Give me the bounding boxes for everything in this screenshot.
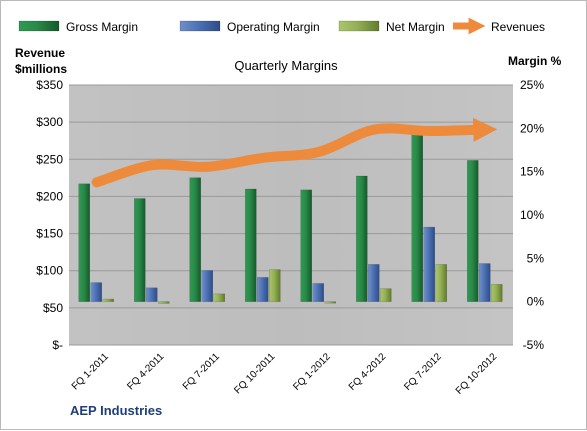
legend-label: Revenues: [491, 20, 545, 34]
legend: Gross Margin Operating Margin Net Margin Re…: [18, 17, 545, 35]
left-tick-label: $100: [36, 264, 63, 278]
x-tick-label: FQ 7-2012: [402, 351, 444, 393]
net-margin-bar: [491, 284, 503, 302]
operating-margin-bar: [201, 270, 213, 302]
net-margin-bar: [269, 269, 281, 302]
operating-margin-bar: [479, 263, 491, 302]
operating-margin-bar: [312, 283, 324, 302]
right-tick-label: 0%: [527, 295, 545, 309]
gross-margin-bar: [245, 188, 257, 302]
left-tick-label: $200: [36, 189, 63, 203]
footer-company: AEP Industries: [70, 403, 162, 418]
right-tick-label: 10%: [520, 208, 544, 222]
left-tick-label: $350: [36, 78, 63, 92]
revenues-line: [91, 117, 498, 188]
right-tick-label: 25%: [520, 78, 544, 92]
left-axis-label-line1: Revenue: [15, 46, 65, 60]
operating-margin-bar: [90, 282, 102, 302]
net-margin-bar: [380, 288, 392, 302]
right-tick-label: 15%: [520, 165, 544, 179]
right-tick-label: 5%: [527, 251, 545, 265]
operating-margin-bar: [423, 226, 435, 302]
legend-label: Net Margin: [386, 20, 445, 34]
left-tick-label: $250: [36, 152, 63, 166]
gross-margin-bar: [300, 189, 312, 302]
chart-title: Quarterly Margins: [234, 58, 338, 73]
x-axis-ticks: FQ 1-2011 FQ 4-2011 FQ 7-2011 FQ 10-2011 FQ …: [70, 351, 500, 397]
operating-margin-bar: [257, 277, 269, 302]
right-tick-label: -5%: [523, 338, 545, 352]
right-axis-label: Margin %: [508, 54, 562, 68]
operating-margin-bar: [146, 287, 158, 302]
gross-margin-bar: [78, 183, 90, 302]
operating-margin-bar: [368, 264, 380, 302]
x-tick-label: FQ 4-2012: [347, 351, 389, 393]
legend-label: Gross Margin: [66, 20, 138, 34]
net-margin-bar: [435, 264, 447, 302]
net-margin-bar: [324, 301, 336, 304]
legend-swatch: [179, 20, 221, 32]
left-axis-label-line2: $millions: [15, 62, 67, 76]
net-margin-bar: [158, 301, 170, 304]
x-tick-label: FQ 4-2011: [125, 351, 166, 392]
x-tick-label: FQ 10-2012: [454, 351, 500, 397]
gross-margin-bar: [356, 175, 368, 302]
left-tick-label: $150: [36, 227, 63, 241]
x-tick-label: FQ 1-2011: [70, 351, 111, 392]
left-tick-label: $50: [43, 301, 63, 315]
net-margin-bar: [102, 298, 114, 302]
left-axis-ticks: $- $50 $100 $150 $200 $250 $300 $350: [36, 78, 63, 352]
legend-label: Operating Margin: [227, 20, 320, 34]
gross-margin-bar: [467, 160, 479, 302]
gross-margin-bar: [411, 132, 423, 302]
left-tick-label: $300: [36, 115, 63, 129]
x-tick-label: FQ 10-2011: [232, 351, 277, 396]
revenue-line-group: [91, 117, 498, 188]
left-tick-label: $-: [52, 338, 63, 352]
right-axis-ticks: -5% 0% 5% 10% 15% 20% 25%: [520, 78, 544, 352]
right-tick-label: 20%: [520, 121, 544, 135]
gross-margin-bar: [189, 177, 201, 302]
x-tick-label: FQ 1-2012: [291, 351, 333, 393]
legend-swatch: [18, 20, 60, 32]
net-margin-bar: [213, 293, 225, 302]
gross-margin-bar: [134, 198, 146, 302]
legend-swatch: [338, 20, 380, 32]
bars-group: [78, 132, 503, 304]
x-tick-label: FQ 7-2011: [181, 351, 222, 392]
